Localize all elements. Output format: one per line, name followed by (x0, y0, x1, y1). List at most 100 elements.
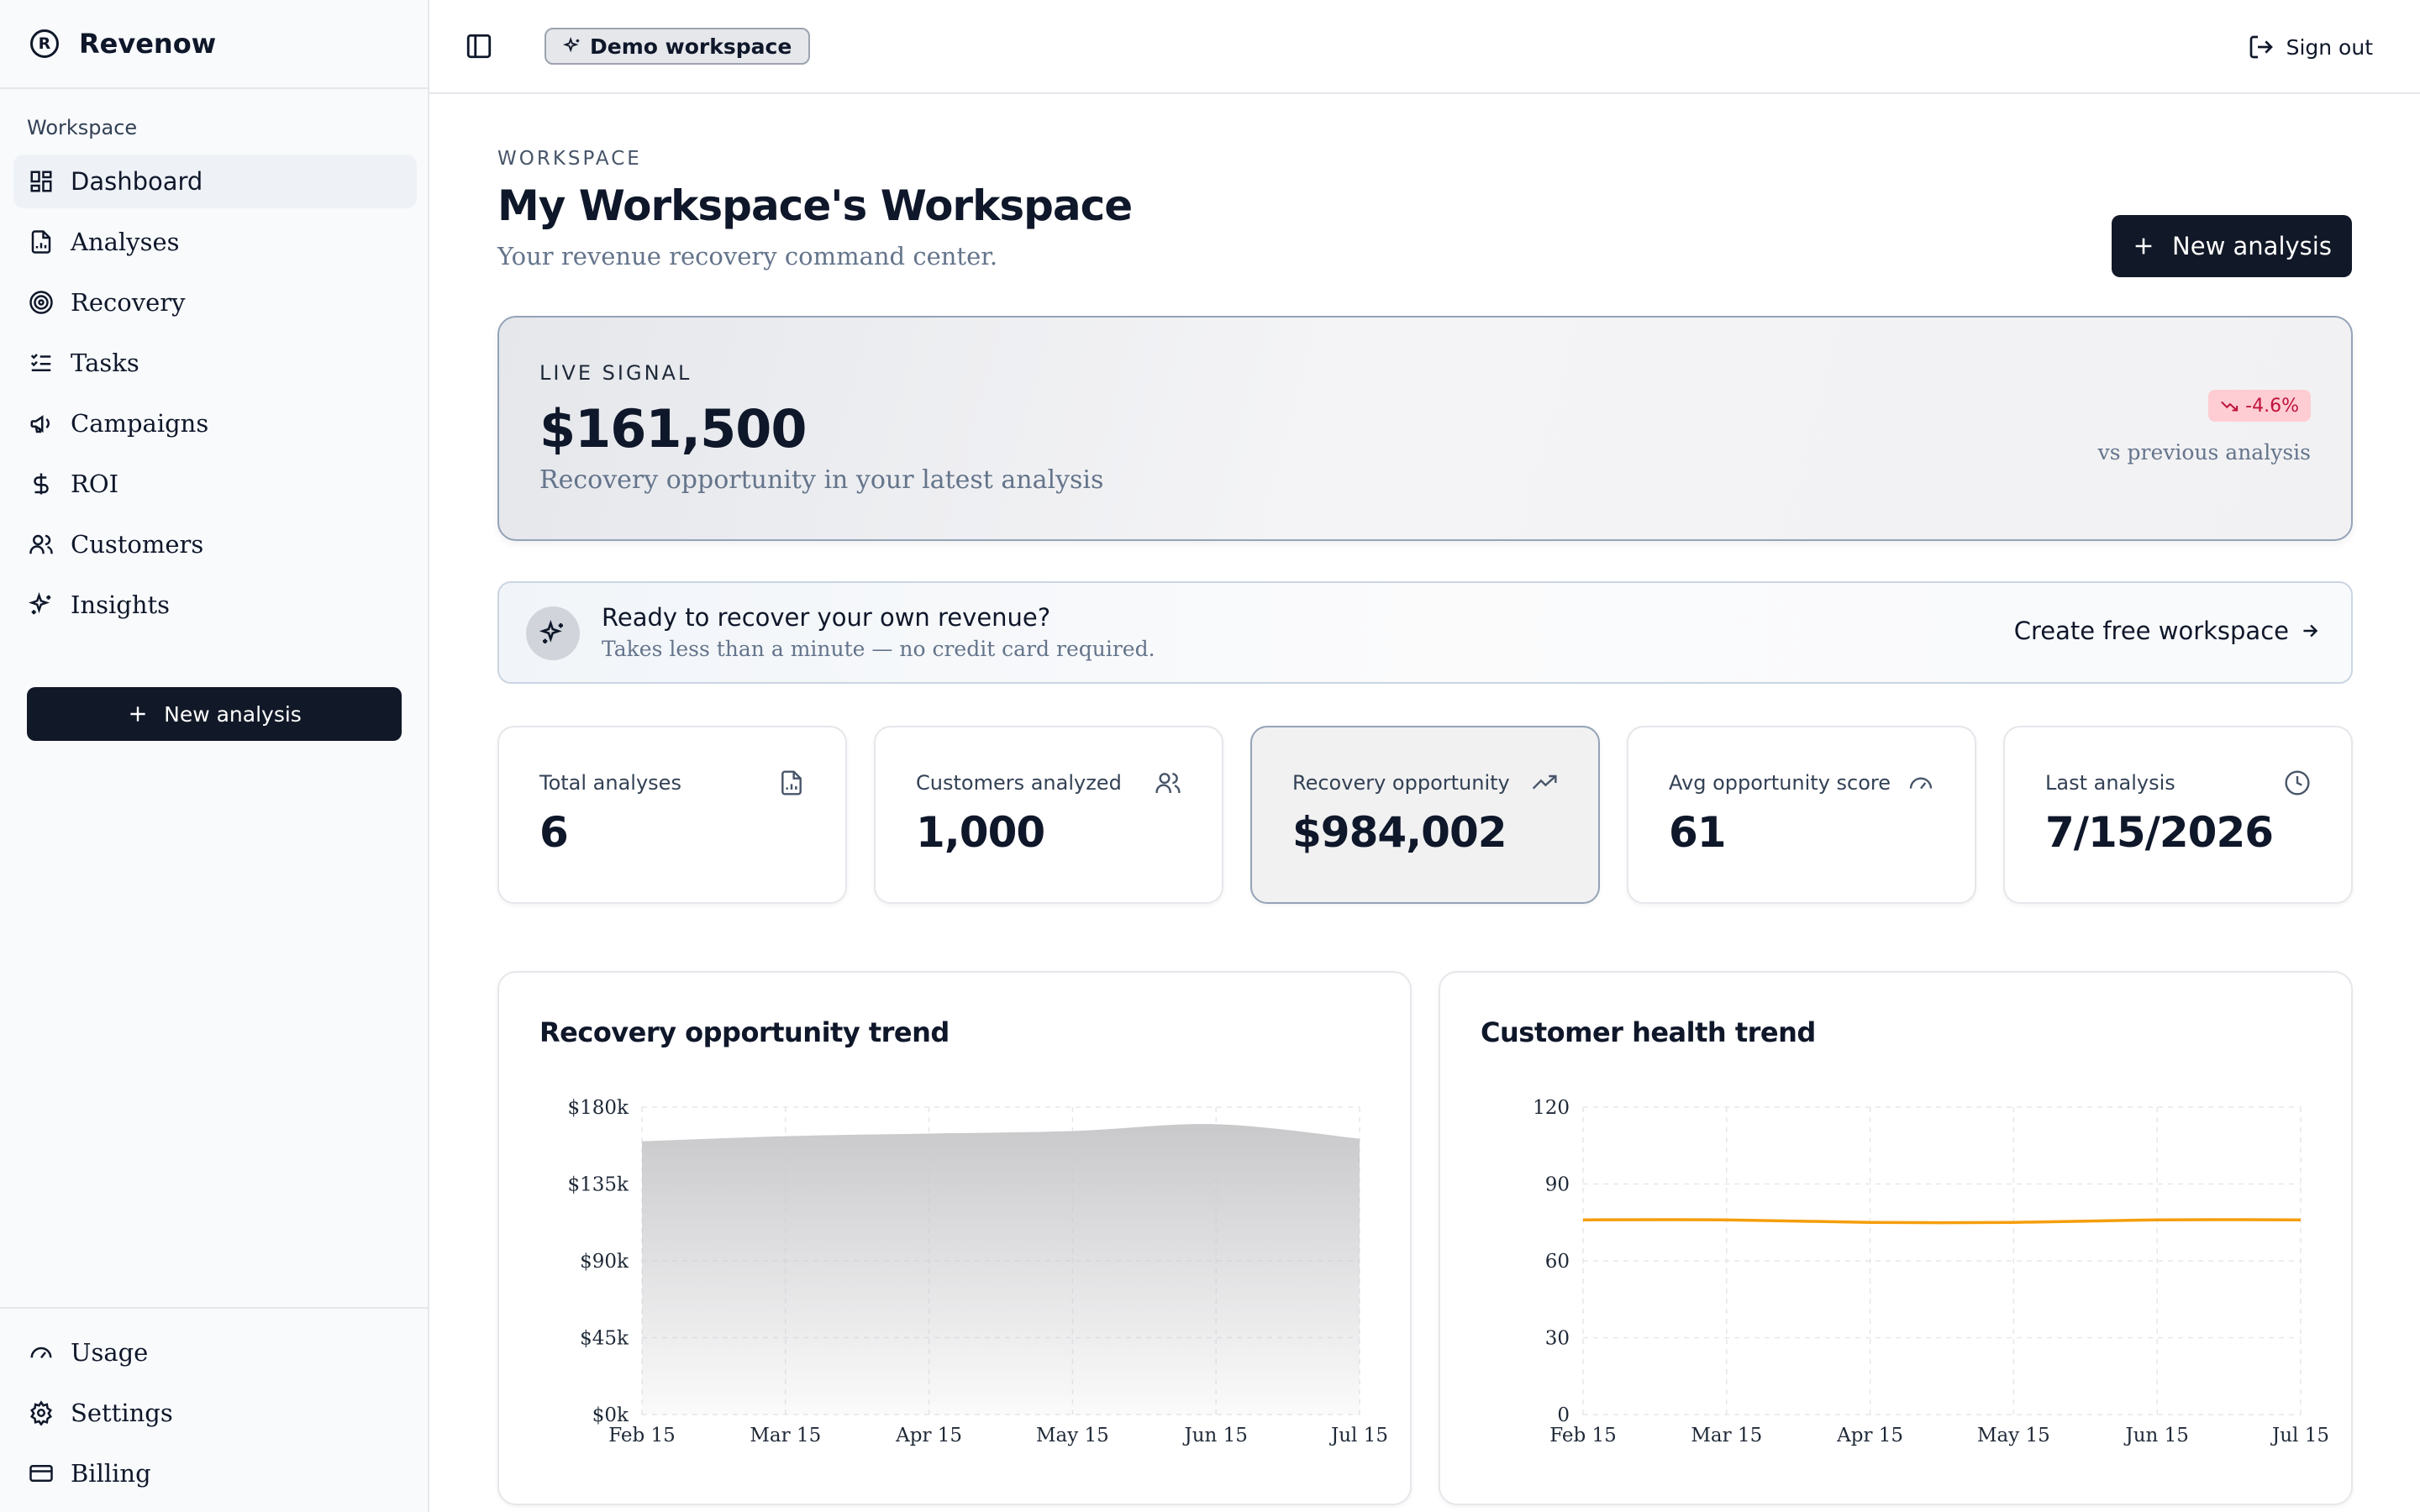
delta-caption: vs previous analysis (2097, 440, 2311, 465)
top-header: Demo workspace Sign out (429, 0, 2420, 94)
y-tick-label: 120 (1533, 1097, 1570, 1119)
customer-health-panel: 0 30 60 90 120 Feb 15 Mar 15 Apr 15 May 15 Jun 15… (1439, 971, 2353, 1505)
sidebar-item-label: Usage (71, 1338, 149, 1367)
recovery-trend-chart: $0k $45k $90k $135k $180k Feb 15 Mar 15 Apr 15 M… (568, 1097, 1388, 1446)
y-tick-label: $180k (568, 1097, 630, 1119)
create-workspace-link[interactable]: Create free workspace (2014, 617, 2321, 645)
sidebar-section-label: Workspace (27, 116, 138, 139)
plus-icon (130, 706, 145, 722)
line-series (1582, 1218, 2302, 1225)
x-tick-label: May 15 (1977, 1425, 2050, 1446)
customer-health-chart: 0 30 60 90 120 Feb 15 Mar 15 Apr 15 May 15 Jun 15… (1533, 1097, 2329, 1446)
x-tick-label: Apr 15 (895, 1425, 962, 1446)
sidebar-item-roi[interactable]: ROI (13, 457, 417, 511)
stat-card-total-analyses: Total analyses 6 (497, 726, 847, 904)
users-icon (1155, 773, 1181, 793)
workspace-badge-label: Demo workspace (590, 34, 792, 59)
sparkles-icon (539, 620, 563, 643)
y-tick-label: 0 (1557, 1404, 1570, 1426)
live-signal-card: LIVE SIGNAL $161,500 Recovery opportunit… (497, 316, 2353, 541)
recovery-trend-panel: $0k $45k $90k $135k $180k Feb 15 Mar 15 Apr 15 M… (497, 971, 1412, 1505)
sign-out-button[interactable]: Sign out (2248, 30, 2373, 64)
sidebar-item-insights[interactable]: Insights (13, 578, 417, 632)
promo-title: Ready to recover your own revenue? (602, 603, 1051, 632)
stat-label: Avg opportunity score (1669, 771, 1891, 795)
sidebar-nav: Dashboard Analyses Recovery Tasks Campai… (13, 155, 417, 638)
new-analysis-button[interactable]: New analysis (2112, 215, 2352, 277)
registered-logo-icon: R (30, 29, 59, 58)
brand-name: Revenow (79, 28, 217, 60)
stat-value: 1,000 (916, 808, 1045, 857)
x-tick-label: Feb 15 (608, 1425, 676, 1446)
gear-icon (30, 1400, 52, 1425)
sidebar-item-billing[interactable]: Billing (13, 1446, 414, 1500)
sidebar-item-label: Insights (71, 591, 171, 619)
x-tick-label: Apr 15 (1836, 1425, 1903, 1446)
sidebar-item-label: ROI (71, 470, 119, 498)
stat-card-customers-analyzed: Customers analyzed 1,000 (874, 726, 1223, 904)
log-out-icon (2249, 35, 2273, 59)
sidebar-item-recovery[interactable]: Recovery (13, 276, 417, 329)
stat-card-last-analysis: Last analysis 7/15/2026 (2003, 726, 2353, 904)
sidebar-item-usage[interactable]: Usage (13, 1326, 414, 1379)
y-tick-label: $135k (568, 1174, 630, 1196)
sign-out-label: Sign out (2286, 34, 2373, 60)
live-signal-description: Recovery opportunity in your latest anal… (539, 465, 1104, 495)
y-tick-label: $45k (580, 1328, 629, 1350)
new-analysis-label: New analysis (2172, 232, 2332, 260)
dollar-icon (34, 473, 49, 495)
x-tick-label: Jul 15 (2270, 1425, 2329, 1446)
dashboard-icon (30, 171, 52, 192)
page-title: My Workspace's Workspace (497, 181, 1133, 230)
sparkles-icon (29, 592, 51, 615)
x-tick-label: Jul 15 (1329, 1425, 1388, 1446)
y-tick-label: 60 (1545, 1251, 1570, 1273)
sidebar-new-analysis-button[interactable]: New analysis (27, 687, 402, 741)
sidebar-item-settings[interactable]: Settings (13, 1386, 414, 1440)
stat-value: $984,002 (1292, 808, 1507, 857)
sidebar-item-campaigns[interactable]: Campaigns (13, 396, 417, 450)
checklist-icon (30, 354, 51, 371)
x-tick-label: Mar 15 (1691, 1425, 1762, 1446)
y-tick-label: 30 (1545, 1328, 1570, 1350)
page-subtitle: Your revenue recovery command center. (497, 242, 998, 270)
sidebar-item-customers[interactable]: Customers (13, 517, 417, 571)
brand[interactable]: R Revenow (0, 0, 428, 89)
file-chart-icon (781, 770, 802, 795)
workspace-badge[interactable]: Demo workspace (544, 28, 811, 65)
live-signal-label: LIVE SIGNAL (539, 361, 692, 385)
sidebar-item-label: Settings (71, 1399, 173, 1427)
sidebar-item-dashboard[interactable]: Dashboard (13, 155, 417, 208)
chart-title: Recovery opportunity trend (539, 1016, 950, 1048)
sparkles-icon (563, 37, 580, 53)
users-icon (29, 534, 53, 554)
sidebar-item-label: Dashboard (71, 167, 203, 196)
credit-card-icon (29, 1465, 53, 1482)
stat-card-recovery-opportunity: Recovery opportunity $984,002 (1250, 726, 1600, 904)
x-tick-label: May 15 (1036, 1425, 1109, 1446)
gauge-icon (30, 1347, 52, 1359)
x-tick-label: Feb 15 (1549, 1425, 1617, 1446)
trending-down-icon (2221, 401, 2238, 412)
chart-title: Customer health trend (1481, 1016, 1816, 1048)
file-chart-icon (31, 230, 51, 254)
stat-label: Last analysis (2045, 771, 2175, 795)
stat-label: Total analyses (539, 771, 681, 795)
clock-icon (2285, 770, 2310, 795)
area-series-fill (642, 1124, 1360, 1415)
sidebar-item-tasks[interactable]: Tasks (13, 336, 417, 390)
promo-subtitle: Takes less than a minute — no credit car… (602, 637, 1155, 661)
stat-card-avg-opportunity-score: Avg opportunity score 61 (1627, 726, 1976, 904)
sidebar-item-label: Billing (71, 1459, 151, 1488)
promo-banner: Ready to recover your own revenue? Takes… (497, 581, 2353, 684)
promo-icon-wrapper (526, 606, 580, 660)
gauge-icon (1909, 777, 1933, 790)
y-tick-label: $0k (592, 1404, 629, 1426)
page-eyebrow: WORKSPACE (497, 148, 642, 170)
sidebar-item-analyses[interactable]: Analyses (13, 215, 417, 269)
x-tick-label: Jun 15 (1182, 1425, 1247, 1446)
sidebar-item-label: Analyses (71, 228, 180, 256)
create-workspace-label: Create free workspace (2013, 617, 2289, 645)
sidebar-toggle-icon[interactable] (465, 32, 493, 60)
sidebar-item-label: Recovery (71, 288, 186, 317)
